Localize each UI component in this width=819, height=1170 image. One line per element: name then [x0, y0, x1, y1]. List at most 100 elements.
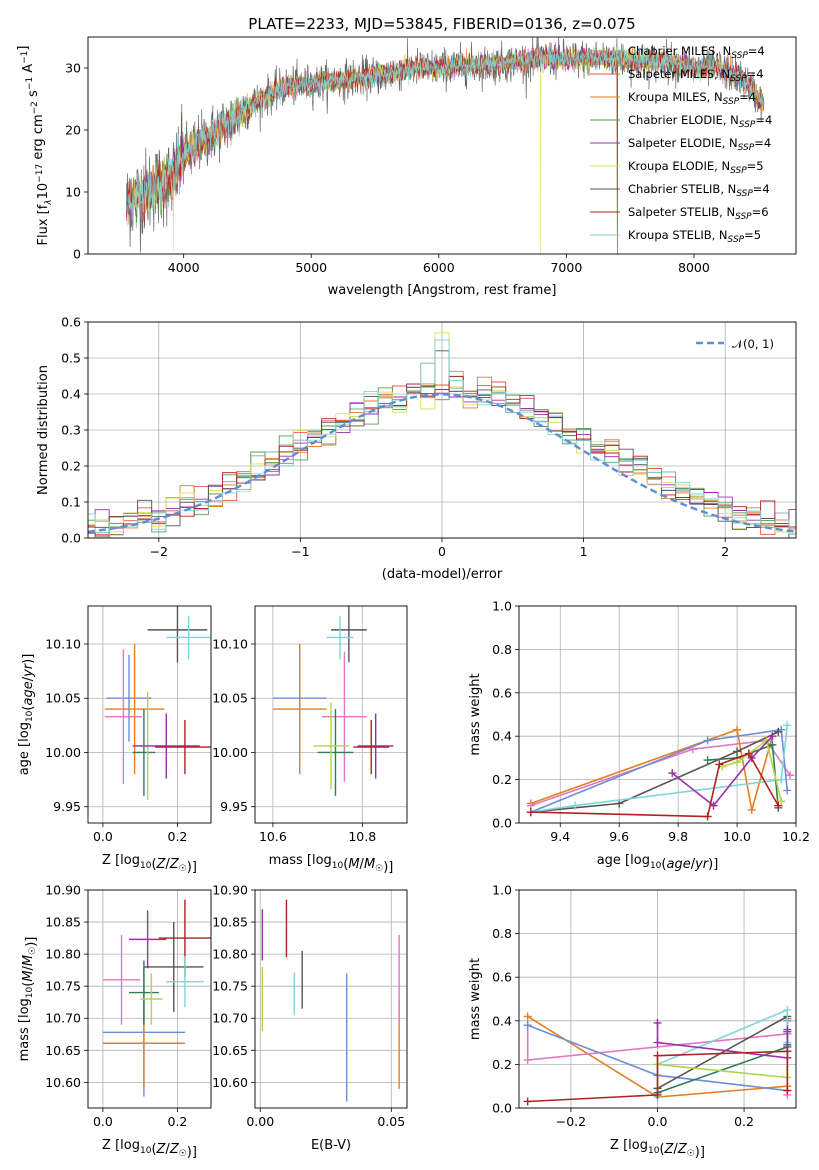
axes-frame — [254, 889, 408, 1109]
weight-line-6 — [722, 739, 783, 802]
x-tick-label: 2 — [721, 544, 729, 559]
weight-point — [783, 721, 792, 730]
y-tick-label: 10.00 — [212, 745, 248, 760]
histogram-step-5 — [88, 332, 796, 538]
legend-entry: Salpeter ELODIE, NSSP=4 — [628, 136, 771, 153]
y-tick-label: 10.10 — [45, 636, 81, 651]
x-axis-label: wavelength [Angstrom, rest frame] — [328, 283, 557, 298]
y-tick-label: 0.2 — [492, 1057, 512, 1072]
weight-point — [570, 801, 579, 810]
x-tick-label: 0.0 — [648, 1114, 668, 1129]
weight-point — [733, 725, 742, 734]
y-tick-label: 10.80 — [212, 947, 248, 962]
y-tick-label: 0.0 — [492, 1101, 512, 1116]
y-tick-label: 0.4 — [492, 729, 512, 744]
y-tick-label: 1.0 — [492, 599, 512, 614]
y-tick-label: 10.10 — [212, 636, 248, 651]
y-tick-label: 20 — [65, 123, 81, 138]
legend-entry: 𝒩(0, 1) — [732, 337, 774, 351]
y-tick-label: 0 — [73, 247, 81, 262]
y-tick-label: 10.05 — [45, 691, 81, 706]
weight-point — [715, 760, 724, 769]
y-tick-label: 0.8 — [492, 926, 512, 941]
weight-point — [523, 1021, 532, 1030]
x-tick-label: 8000 — [678, 260, 710, 275]
weight-point — [777, 797, 786, 806]
weight-line-7 — [656, 1023, 789, 1059]
legend-entry: Chabrier MILES, NSSP=4 — [628, 44, 765, 61]
legend-entry: Kroupa MILES, NSSP=4 — [628, 90, 756, 107]
x-tick-label: 10.2 — [782, 829, 810, 844]
y-tick-label: 0.5 — [61, 351, 81, 366]
chart-title: PLATE=2233, MJD=53845, FIBERID=0136, z=0… — [248, 15, 635, 33]
x-tick-label: 10.0 — [723, 829, 751, 844]
weight-line-0 — [530, 728, 774, 811]
weight-point — [747, 805, 756, 814]
axes-frame — [87, 36, 797, 255]
x-tick-label: 7000 — [550, 260, 582, 275]
weight-line-2 — [530, 728, 788, 813]
weight-line-4 — [530, 725, 788, 813]
y-tick-label: 10.85 — [45, 915, 81, 930]
x-axis-label: Z [log10(Z/Z☉)] — [610, 1138, 705, 1160]
axes-frame — [254, 605, 408, 824]
weight-point — [768, 740, 777, 749]
weight-point — [523, 1056, 532, 1065]
y-axis-label: Flux [fλ10−17 erg cm−2 s−1 A−1] — [16, 46, 54, 246]
weight-line-7 — [671, 735, 773, 807]
legend-entry: Chabrier ELODIE, NSSP=4 — [628, 113, 772, 130]
y-tick-label: 10 — [65, 185, 81, 200]
y-tick-label: 10.90 — [45, 883, 81, 898]
mass-weight-vs-age-panel: 9.4 9.6 9.8 10.0 10.2 0.0 0.2 0.4 0.6 0.8 1.0 age [… — [468, 599, 810, 873]
y-axis-label: mass weight — [468, 673, 483, 755]
x-tick-label: 5000 — [295, 260, 327, 275]
x-tick-label: 0 — [438, 544, 446, 559]
x-axis-label: Z [log10(Z/Z☉)] — [102, 853, 197, 875]
histogram-step-4 — [88, 383, 796, 534]
y-tick-label: 0.8 — [492, 642, 512, 657]
weight-point — [523, 1097, 532, 1106]
weight-point — [653, 1038, 662, 1047]
weight-point — [653, 1051, 662, 1060]
weight-point — [653, 1018, 662, 1027]
axes-frame — [518, 605, 797, 824]
x-tick-label: 0.0 — [93, 829, 113, 844]
x-axis-label: E(B-V) — [311, 1138, 351, 1153]
spectrum-panel: PLATE=2233, MJD=53845, FIBERID=0136, z=0… — [16, 15, 797, 298]
x-tick-label: 6000 — [423, 260, 455, 275]
x-tick-label: 0.00 — [246, 1114, 274, 1129]
y-tick-label: 10.75 — [212, 979, 248, 994]
x-tick-label: 0.2 — [168, 829, 188, 844]
weight-point — [783, 786, 792, 795]
weight-point — [774, 801, 783, 810]
y-tick-label: 0.3 — [61, 423, 81, 438]
y-tick-label: 10.00 — [45, 745, 81, 760]
y-tick-label: 10.65 — [45, 1043, 81, 1058]
mass-vs-metallicity-panel: 0.0 0.2 10.60 10.65 10.70 10.75 10.80 10.85 10.9… — [17, 883, 212, 1160]
y-tick-label: 10.90 — [212, 883, 248, 898]
normal-distribution-curve — [88, 393, 796, 533]
y-tick-label: 10.60 — [45, 1075, 81, 1090]
x-tick-label: 4000 — [168, 260, 200, 275]
y-tick-label: 10.05 — [212, 691, 248, 706]
histogram-step-8 — [88, 339, 796, 536]
mass-vs-extinction-panel: 0.00 0.05 10.60 10.65 10.70 10.75 10.80 10.85 10… — [212, 883, 408, 1153]
y-tick-label: 30 — [65, 61, 81, 76]
y-tick-label: 0.2 — [61, 459, 81, 474]
weight-line-1 — [530, 739, 791, 807]
y-tick-label: 10.70 — [212, 1011, 248, 1026]
y-tick-label: 9.95 — [53, 799, 81, 814]
spectrum-line-kroupa-stelib — [126, 44, 765, 226]
axes-frame — [87, 321, 797, 539]
weight-point — [783, 1047, 792, 1056]
x-tick-label: 1 — [580, 544, 588, 559]
x-axis-label: age [log10(age/yr)] — [597, 853, 719, 872]
axes-frame — [518, 889, 797, 1109]
histogram-step-3 — [88, 376, 796, 538]
y-axis-label: mass [log10(M/M☉)] — [17, 937, 39, 1062]
x-axis-label: mass [log10(M/M☉)] — [269, 853, 394, 875]
y-tick-label: 0.4 — [61, 387, 81, 402]
x-tick-label: 9.6 — [609, 829, 629, 844]
x-tick-label: 0.05 — [377, 1114, 405, 1129]
